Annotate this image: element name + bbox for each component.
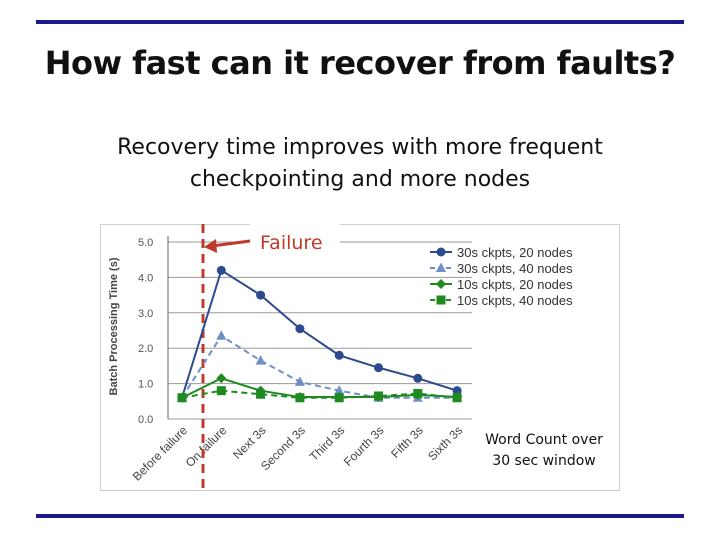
data-point — [334, 385, 345, 395]
series-line-2 — [181, 377, 458, 399]
x-tick-label: On failure — [183, 423, 230, 470]
chart-frame — [100, 224, 620, 491]
y-tick-label: 2.0 — [138, 343, 153, 355]
data-point — [216, 373, 227, 384]
series-line-0 — [181, 268, 458, 399]
data-point — [334, 350, 344, 360]
data-point — [177, 393, 187, 403]
series-line-3 — [181, 389, 458, 399]
legend-marker — [436, 247, 446, 257]
data-point — [216, 265, 226, 275]
legend-label: 10s ckpts, 20 nodes — [457, 277, 573, 292]
legend-marker — [436, 279, 446, 289]
y-tick-label: 3.0 — [138, 308, 153, 320]
data-point — [413, 389, 423, 399]
failure-arrow-shaft — [211, 239, 251, 248]
data-point — [295, 324, 305, 334]
subtitle-line-1: Recovery time improves with more frequen… — [117, 135, 603, 160]
data-point — [374, 391, 383, 401]
slide-subtitle: Recovery time improves with more frequen… — [60, 132, 660, 196]
legend-marker — [436, 262, 446, 272]
y-tick-label: 0.0 — [138, 414, 153, 426]
x-tick-label: Fifth 3s — [388, 423, 426, 461]
legend-label: 10s ckpts, 40 nodes — [457, 293, 573, 308]
legend-marker — [436, 295, 446, 305]
y-tick-label: 5.0 — [138, 237, 153, 249]
note-line-1: Word Count over — [485, 432, 603, 448]
x-tick-label: Next 3s — [230, 423, 269, 462]
y-axis-label: Batch Processing Time (s) — [108, 257, 120, 395]
data-point — [295, 393, 305, 403]
top-rule — [36, 20, 684, 24]
subtitle-line-2: checkpointing and more nodes — [189, 167, 531, 192]
failure-label: Failure — [260, 232, 323, 254]
data-point — [294, 376, 305, 386]
y-tick-label: 4.0 — [138, 272, 153, 284]
data-point — [255, 355, 266, 365]
slide-title: How fast can it recover from faults? — [44, 44, 676, 82]
data-point — [216, 386, 226, 396]
legend-label: 30s ckpts, 20 nodes — [457, 245, 573, 260]
failure-label-bg — [250, 224, 340, 254]
data-point — [413, 373, 423, 383]
failure-arrow-head — [204, 239, 217, 253]
data-point — [256, 290, 266, 300]
data-point — [452, 386, 462, 396]
x-tick-label: Sixth 3s — [425, 423, 465, 463]
legend-label: 30s ckpts, 40 nodes — [457, 261, 573, 276]
chart-note: Word Count over 30 sec window — [474, 430, 614, 472]
y-tick-label: 1.0 — [138, 379, 153, 391]
data-point — [334, 393, 344, 403]
data-point — [256, 389, 266, 399]
data-point — [216, 330, 227, 340]
note-line-2: 30 sec window — [492, 453, 596, 469]
series-line-1 — [181, 334, 458, 399]
bottom-rule — [36, 514, 684, 518]
x-tick-label: Fourth 3s — [341, 423, 387, 469]
x-tick-label: Before failure — [130, 423, 191, 484]
data-point — [374, 363, 383, 373]
data-point — [452, 393, 462, 403]
line-chart: 0.0 1.0 2.0 3.0 4.0 5.0 Batch Processing Time … — [108, 224, 573, 489]
